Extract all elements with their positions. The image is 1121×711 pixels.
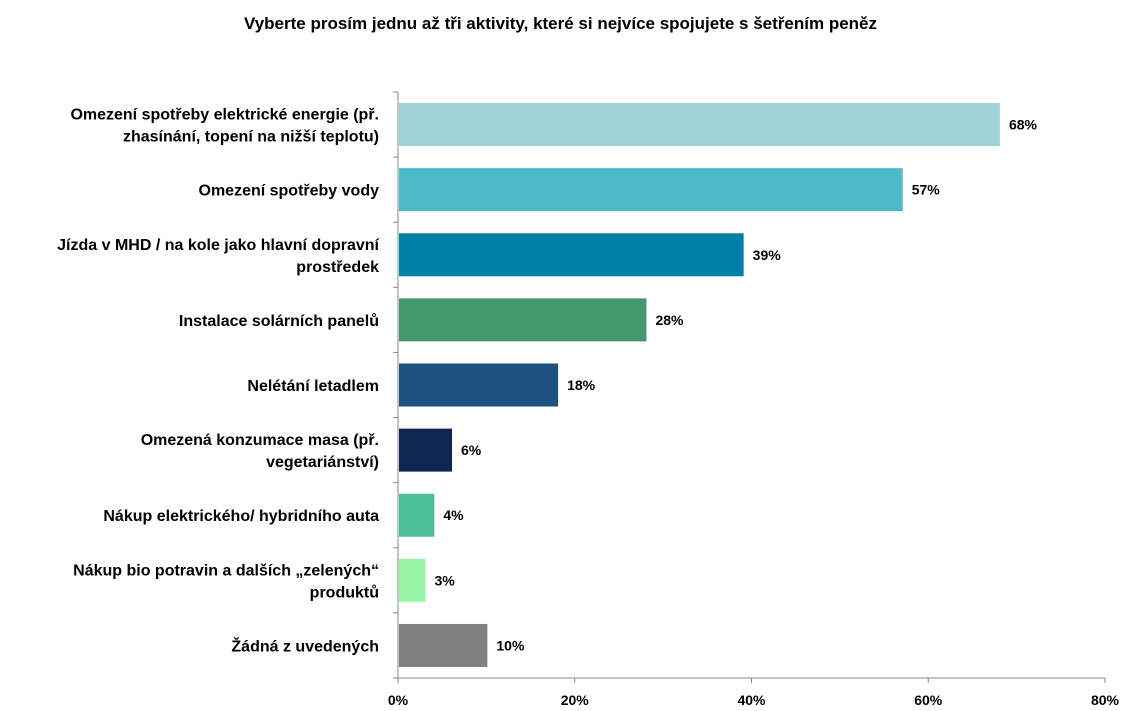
bar xyxy=(399,428,453,472)
bar xyxy=(399,623,488,667)
category-label: Jízda v MHD / na kole jako hlavní doprav… xyxy=(57,237,379,276)
data-label: 3% xyxy=(435,572,456,588)
category-label: Omezení spotřeby elektrické energie (př.… xyxy=(70,107,379,146)
category-label: Nákup elektrického/ hybridního auta xyxy=(103,508,379,525)
category-label: Nelétání letadlem xyxy=(247,378,379,395)
bar xyxy=(399,103,1000,147)
category-label: Omezená konzumace masa (př. vegetariánstv… xyxy=(141,432,379,471)
data-label: 4% xyxy=(443,507,464,523)
x-tick-label: 40% xyxy=(737,692,766,708)
data-label: 6% xyxy=(461,442,482,458)
bar xyxy=(399,363,559,407)
category-label: Instalace solárních panelů xyxy=(179,313,379,330)
x-tick-label: 80% xyxy=(1091,692,1120,708)
bar xyxy=(399,168,903,212)
category-label: Omezení spotřeby vody xyxy=(199,183,380,200)
x-tick-label: 60% xyxy=(914,692,943,708)
data-label: 57% xyxy=(912,182,941,198)
bar xyxy=(399,233,744,277)
data-label: 10% xyxy=(496,637,525,653)
bar xyxy=(399,558,426,602)
data-label: 28% xyxy=(655,312,684,328)
data-label: 68% xyxy=(1009,117,1038,133)
x-tick-label: 20% xyxy=(561,692,590,708)
bar xyxy=(399,493,435,537)
category-label: Nákup bio potravin a dalších „zelených“ p… xyxy=(73,562,379,601)
bar xyxy=(399,298,647,342)
x-tick-label: 0% xyxy=(388,692,409,708)
data-label: 39% xyxy=(753,247,782,263)
data-label: 18% xyxy=(567,377,596,393)
chart-title: Vyberte prosím jednu až tři aktivity, kt… xyxy=(243,14,877,33)
category-label: Žádná z uvedených xyxy=(231,636,379,655)
